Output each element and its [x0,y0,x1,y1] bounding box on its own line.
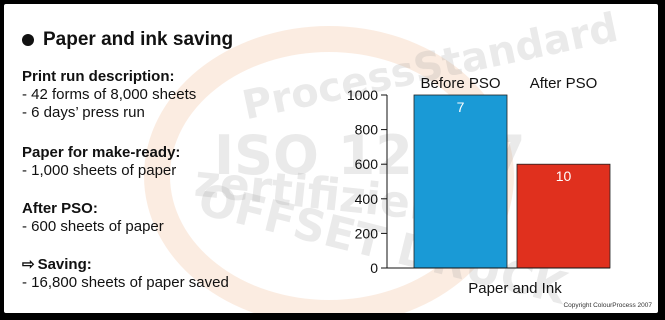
section-saving: ⇨ Saving: - 16,800 sheets of paper saved [22,256,229,292]
section-title-row: ⇨ Saving: [22,256,229,274]
section-title: Paper for make-ready: [22,144,181,161]
bar [413,94,508,269]
section-line: - 1,000 sheets of paper [22,162,177,179]
section-after-pso: After PSO: - 600 sheets of paper [22,200,164,236]
section-line: - 16,800 sheets of paper saved [22,274,229,291]
section-make-ready: Paper for make-ready: - 1,000 sheets of … [22,144,180,180]
page-title: Paper and ink saving [22,29,233,51]
arrow-right-icon: ⇨ [22,256,35,273]
page-title-text: Paper and ink saving [43,29,234,50]
bar-data-label: 10 [556,168,572,184]
copyright-text: Copyright ColourProcess 2007 [563,302,652,309]
y-tick-label: 1000 [347,87,378,103]
section-title: Saving: [37,256,92,273]
section-title: After PSO: [22,200,98,217]
category-label: After PSO [530,75,598,92]
x-axis-label: Paper and Ink [468,280,562,297]
section-line: - 42 forms of 8,000 sheets [22,86,197,103]
y-tick-label: 600 [355,156,379,172]
section-line: - 600 sheets of paper [22,218,164,235]
y-tick-label: 800 [355,122,379,138]
bar-chart: 0 200 400 600 800 1000 7 Before PSO 10 After PSO P… [347,75,611,297]
y-tick-label: 200 [355,225,379,241]
section-title: Print run description: [22,68,175,85]
info-card: ProcessStandard ISO 12647 zertifiziert O… [4,4,658,313]
bar-data-label: 7 [457,99,465,115]
y-tick-label: 0 [370,260,378,276]
category-label: Before PSO [420,75,500,92]
section-line: - 6 days’ press run [22,104,145,121]
section-print-run: Print run description: - 42 forms of 8,0… [22,68,196,122]
y-tick-label: 400 [355,191,379,207]
bullet-icon [22,34,34,46]
